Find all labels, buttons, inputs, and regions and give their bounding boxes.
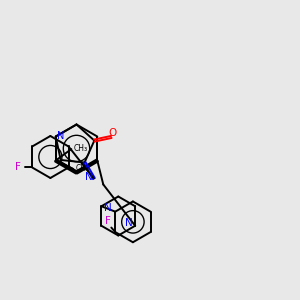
Text: F: F [15, 163, 21, 172]
Text: N: N [125, 218, 132, 228]
Text: O: O [109, 128, 117, 138]
Text: N: N [57, 131, 65, 141]
Text: CH₃: CH₃ [74, 144, 88, 153]
Text: F: F [105, 216, 111, 226]
Text: CH₃: CH₃ [76, 164, 90, 173]
Text: N: N [85, 172, 92, 182]
Text: N: N [104, 203, 112, 213]
